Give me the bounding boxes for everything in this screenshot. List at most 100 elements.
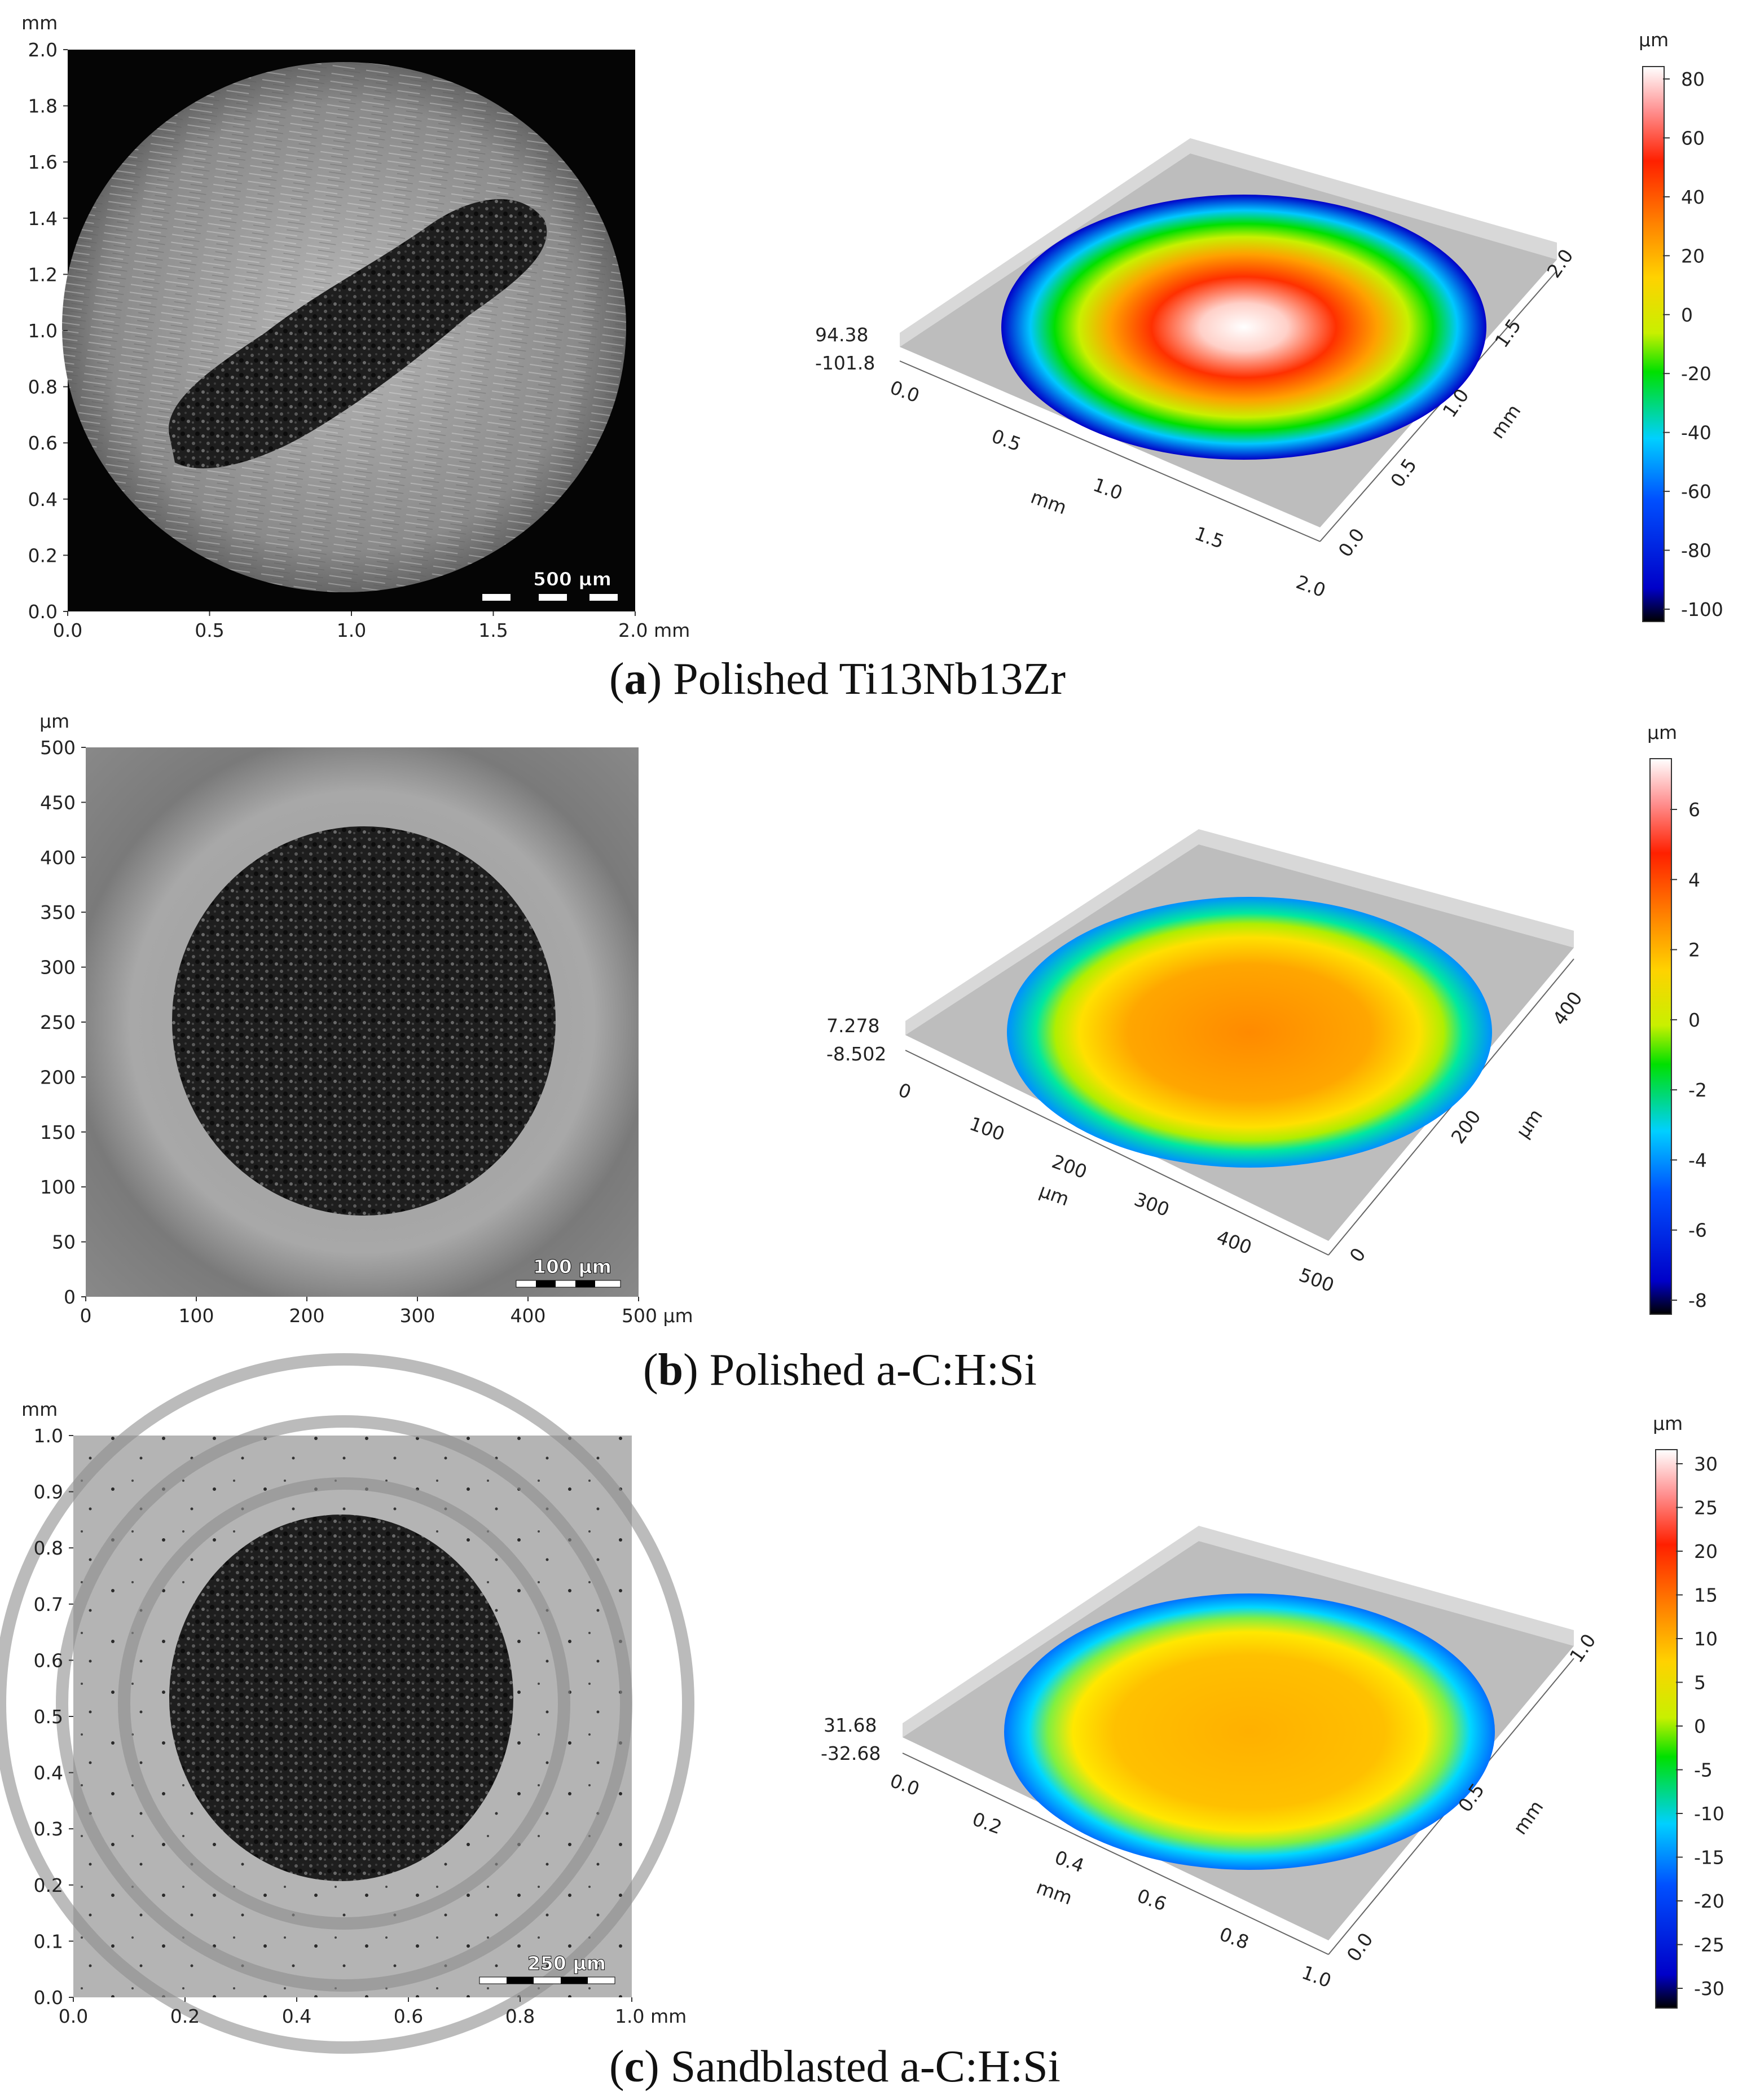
view3d-a-x-tick: 1.0 — [1090, 473, 1126, 504]
micrograph-c-x-tick: 0.2 — [170, 2005, 200, 2027]
view3d-b-z-min: -8.502 — [826, 1043, 886, 1065]
colorbar-b-tick: 2 — [1688, 939, 1700, 961]
view3d-b-x-tick: 400 — [1214, 1226, 1255, 1258]
view3d-a-y-tick: 0.0 — [1334, 524, 1369, 561]
micrograph-c-wear-scar — [169, 1515, 513, 1881]
colorbar-b-tick: -8 — [1688, 1289, 1707, 1311]
colorbar-a-unit: µm — [1639, 29, 1669, 51]
micrograph-c-x-tick: 0.0 — [59, 2005, 88, 2027]
micrograph-b-x-tick: 0 — [80, 1305, 92, 1327]
view3d-b-x-tick: 100 — [967, 1112, 1008, 1145]
micrograph-b-x-tick: 300 — [400, 1305, 435, 1327]
micrograph-b-y-tick: 50 — [52, 1231, 76, 1253]
view3d-b-x-tick: 300 — [1132, 1188, 1173, 1221]
view3d-a-x-tick: 0.5 — [989, 425, 1024, 456]
micrograph-b-y-tick: 300 — [40, 957, 76, 979]
view3d-a-z-min: -101.8 — [815, 352, 875, 374]
micrograph-b-x-tick: 100 — [179, 1305, 214, 1327]
colorbar-a-tick: -20 — [1681, 363, 1711, 385]
colorbar-c-tick: 15 — [1694, 1584, 1718, 1606]
view3d-c-x-tick: 0.6 — [1134, 1885, 1170, 1916]
micrograph-b-y-ticks: 0 50 100 150 200 250 300 350 400 450 500 — [40, 737, 86, 1308]
micrograph-c: mm 250 µm 0.0 0.1 0.2 0.3 0.4 0.5 0.6 0.7 0.8 0.9… — [0, 1353, 694, 2054]
colorbar-a-tick: -60 — [1681, 481, 1711, 503]
micrograph-c-y-tick: 0.8 — [34, 1537, 63, 1559]
micrograph-b-y-tick: 100 — [40, 1176, 76, 1198]
micrograph-a-wear-scar — [169, 199, 547, 469]
view3d-a-x-tick: 1.5 — [1192, 522, 1227, 553]
micrograph-c-unit-label: mm — [21, 1398, 58, 1420]
panel-a: mm 500 µm 0.0 0.2 0.4 0.6 0.8 1.0 1.2 1.4 1.6 1.8… — [21, 12, 1723, 704]
colorbar-b-tick: 6 — [1688, 799, 1700, 821]
colorbar-c-tick: -15 — [1694, 1847, 1724, 1869]
micrograph-c-y-tick: 0.1 — [34, 1930, 63, 1952]
micrograph-b-scale-bar: 100 µm — [516, 1256, 621, 1288]
view3d-c: 31.68 -32.68 0.00.20.40.60.81.0 0.00.51.… — [821, 1526, 1600, 1992]
micrograph-b-x-tick: 400 — [511, 1305, 546, 1327]
caption-a-text: Polished Ti13Nb13Zr — [673, 654, 1066, 704]
micrograph-a-y-ticks: 0.0 0.2 0.4 0.6 0.8 1.0 1.2 1.4 1.6 1.8 2.0 — [28, 39, 68, 623]
caption-b-letter: b — [658, 1345, 684, 1395]
view3d-c-x-tick: 0.8 — [1217, 1923, 1252, 1954]
micrograph-c-y-tick: 0.0 — [34, 1987, 63, 2009]
colorbar-c-unit: µm — [1653, 1412, 1683, 1434]
colorbar-a-tick: -40 — [1681, 422, 1711, 444]
view3d-c-y-unit: mm — [1509, 1797, 1548, 1839]
micrograph-b-x-ticks: 0 100 200 300 400 500 µm — [80, 1297, 693, 1327]
view3d-b-y-unit: µm — [1512, 1105, 1547, 1142]
micrograph-c-y-tick: 0.4 — [34, 1762, 63, 1784]
caption-b-text: Polished a-C:H:Si — [710, 1345, 1037, 1395]
colorbar-b-bar — [1649, 758, 1672, 1315]
caption-a: (a) Polished Ti13Nb13Zr — [609, 654, 1066, 704]
view3d-c-x-unit: mm — [1033, 1876, 1075, 1909]
colorbar-b-tick: -4 — [1688, 1149, 1707, 1171]
view3d-b-z-max: 7.278 — [826, 1015, 879, 1037]
view3d-a-z-max: 94.38 — [815, 324, 868, 346]
micrograph-c-scale-bar: 250 µm — [479, 1952, 615, 1984]
micrograph-b-y-tick: 250 — [40, 1011, 76, 1033]
micrograph-a-y-tick: 0.0 — [28, 601, 58, 623]
colorbar-c-tick: 5 — [1694, 1672, 1706, 1694]
colorbar-a-tick: -80 — [1681, 540, 1711, 562]
colorbar-a-ticks: 80 60 40 20 0 -20 -40 -60 -80 -100 — [1663, 68, 1723, 620]
micrograph-a-y-tick: 1.2 — [28, 263, 58, 285]
colorbar-b-tick: 0 — [1688, 1009, 1700, 1031]
view3d-c-y-tick: 0.0 — [1343, 1929, 1378, 1965]
micrograph-b-y-tick: 400 — [40, 847, 76, 869]
panel-b: µm 100 µm 050100150200250300350400450500… — [39, 710, 1707, 1395]
micrograph-c-y-tick: 0.6 — [34, 1649, 63, 1671]
micrograph-c-rings — [0, 1353, 694, 2054]
micrograph-a-y-tick: 1.8 — [28, 95, 58, 117]
colorbar-c-tick: 10 — [1694, 1628, 1718, 1650]
panel-c: mm 250 µm 0.0 0.1 0.2 0.3 0.4 0.5 0.6 0.7 0.8 0.9… — [0, 1353, 1724, 2092]
view3d-b: 7.278 -8.502 0 100 200 300 400 500 0 200 400 µm… — [826, 829, 1587, 1296]
micrograph-b-wear-scar — [172, 826, 556, 1216]
micrograph-a-y-tick: 1.6 — [28, 151, 58, 173]
micrograph-a-x-tick: 2.0 mm — [618, 619, 690, 641]
micrograph-b-unit-label: µm — [39, 710, 69, 732]
micrograph-b-y-tick: 450 — [40, 791, 76, 813]
micrograph-c-x-ticks: 0.0 0.2 0.4 0.6 0.8 1.0 mm — [59, 1997, 687, 2027]
colorbar-b-unit: µm — [1647, 721, 1677, 743]
micrograph-c-x-tick: 0.8 — [505, 2005, 535, 2027]
micrograph-a-x-ticks: 0.0 0.5 1.0 1.5 2.0 mm — [53, 611, 690, 641]
micrograph-c-y-tick: 0.9 — [34, 1481, 63, 1503]
caption-c-letter: c — [624, 2042, 645, 2092]
micrograph-c-y-tick: 0.5 — [34, 1706, 63, 1728]
colorbar-b-tick: -6 — [1688, 1220, 1707, 1241]
micrograph-a-y-tick: 1.4 — [28, 208, 58, 230]
colorbar-a-bar — [1642, 66, 1665, 622]
view3d-b-height-map — [1007, 897, 1492, 1168]
micrograph-c-x-tick: 0.4 — [282, 2005, 311, 2027]
colorbar-c-tick: -5 — [1694, 1759, 1713, 1781]
micrograph-b-y-tick: 350 — [40, 901, 76, 923]
view3d-c-z-min: -32.68 — [821, 1742, 881, 1764]
colorbar-c-tick: 20 — [1694, 1540, 1718, 1562]
micrograph-c-y-tick: 0.7 — [34, 1593, 63, 1615]
micrograph-c-y-tick: 0.3 — [34, 1818, 63, 1840]
view3d-c-z-max: 31.68 — [824, 1714, 877, 1736]
view3d-c-x-tick: 0.0 — [887, 1769, 923, 1800]
micrograph-a-scale-bar: 500 µm — [482, 568, 618, 601]
colorbar-c-tick: 30 — [1694, 1453, 1718, 1475]
micrograph-b-y-tick: 500 — [40, 737, 76, 759]
